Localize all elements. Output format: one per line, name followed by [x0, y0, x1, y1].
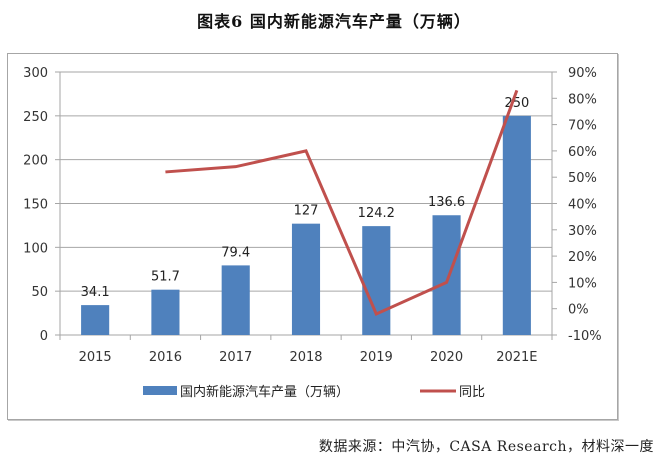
x-axis: 2015 2016 2017 2018 2019 2020 2021E — [59, 334, 553, 365]
right-tick-label: 70% — [568, 119, 597, 134]
bar — [81, 305, 110, 335]
right-tick-label: 30% — [568, 224, 597, 239]
line-series — [165, 89, 519, 316]
left-tick-label: 50 — [31, 285, 48, 300]
bar — [291, 223, 321, 335]
right-tick-label: 50% — [568, 171, 597, 186]
legend-line-label: 同比 — [459, 385, 485, 400]
x-tick-label: 2019 — [360, 350, 393, 365]
bar-series — [81, 115, 531, 335]
x-tick-label: 2021E — [496, 350, 537, 365]
x-tick-label: 2016 — [149, 350, 182, 365]
x-tick-label: 2020 — [430, 350, 463, 365]
bar-data-label: 136.6 — [428, 195, 465, 210]
bar-data-label: 124.2 — [358, 206, 395, 221]
x-tick-label: 2017 — [219, 350, 252, 365]
legend-bar-label: 国内新能源汽车产量（万辆） — [180, 384, 349, 400]
left-tick-label: 100 — [23, 241, 48, 256]
bar — [432, 215, 461, 335]
right-tick-label: 10% — [568, 276, 597, 291]
chart-title: 图表6 国内新能源汽车产量（万辆） — [197, 12, 471, 31]
right-tick-label: 40% — [568, 198, 597, 213]
right-axis: -10% 0% 10% 20% 30% 40% 50% 60% 70% 80% 90% — [551, 66, 602, 344]
bar — [362, 226, 391, 335]
right-tick-label: 20% — [568, 250, 597, 265]
bar-data-labels: 34.1 51.7 79.4 127 124.2 136.6 250 — [81, 96, 530, 300]
source-note: 数据来源：中汽协，CASA Research，材料深一度 — [318, 439, 654, 455]
bar — [221, 265, 250, 335]
bar — [151, 289, 180, 335]
legend: 国内新能源汽车产量（万辆） 同比 — [143, 384, 485, 400]
left-axis: 0 50 100 150 200 250 300 — [23, 66, 61, 344]
x-tick-label: 2015 — [79, 350, 112, 365]
right-tick-label: -10% — [568, 329, 602, 344]
bar-data-label: 127 — [294, 204, 319, 219]
bar — [502, 115, 531, 335]
left-tick-label: 0 — [40, 329, 48, 344]
bar-data-label: 51.7 — [151, 270, 180, 285]
left-tick-label: 200 — [23, 154, 48, 169]
bar-data-label: 34.1 — [81, 285, 110, 300]
right-tick-label: 80% — [568, 92, 597, 107]
bar-data-label: 79.4 — [221, 245, 250, 260]
left-tick-label: 250 — [23, 110, 48, 125]
legend-bar-swatch — [143, 386, 177, 395]
right-tick-label: 0% — [568, 303, 589, 318]
bar-data-label: 250 — [504, 96, 529, 111]
x-tick-label: 2018 — [289, 350, 322, 365]
right-tick-label: 60% — [568, 145, 597, 160]
yoy-line — [165, 89, 519, 316]
right-tick-label: 90% — [568, 66, 597, 81]
left-tick-label: 150 — [23, 198, 48, 213]
left-tick-label: 300 — [23, 66, 48, 81]
